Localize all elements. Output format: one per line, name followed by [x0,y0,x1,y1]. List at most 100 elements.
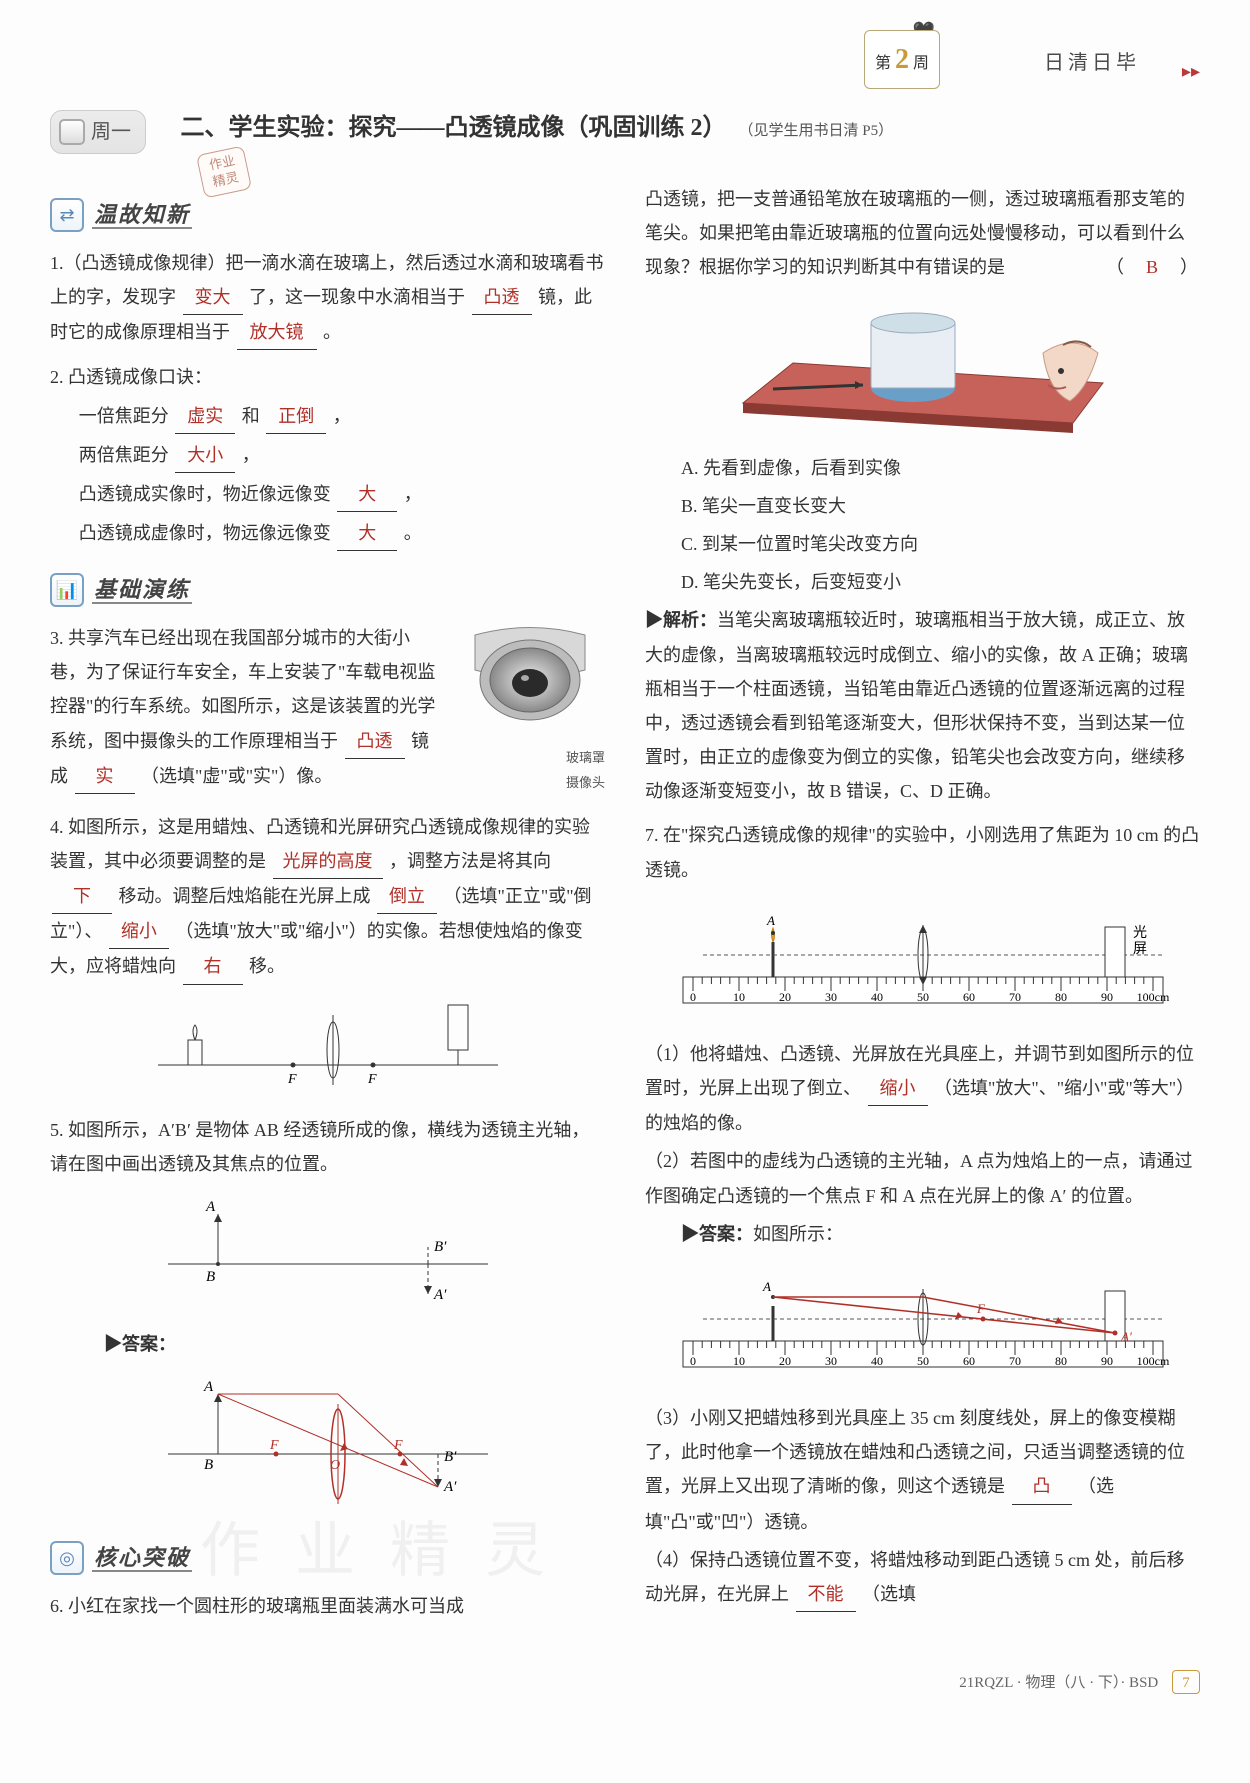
svg-text:80: 80 [1055,1354,1067,1368]
camera-figure: 玻璃罩 摄像头 [455,625,605,796]
q7-part-1: （1）他将蜡烛、凸透镜、光屏放在光具座上，并调节到如图所示的位置时，光屏上出现了… [645,1037,1200,1141]
q3-blank-1: 凸透 [345,724,405,759]
svg-text:B′: B′ [434,1239,447,1255]
svg-text:A: A [203,1379,214,1395]
q2-lead: 2. 凸透镜成像口诀： [50,360,605,394]
svg-text:0: 0 [690,990,696,1004]
q6-option-d: D. 笔尖先变长，后变短变小 [645,565,1200,599]
q4-figure: F F [50,995,605,1105]
svg-text:F: F [287,1072,297,1087]
q4-blank-4: 缩小 [109,914,169,949]
svg-text:屏: 屏 [1133,942,1147,957]
q2-blank-5: 大 [337,516,397,551]
svg-text:40: 40 [871,990,883,1004]
q6-answer-paren: （ B ） [1106,250,1200,284]
footer-code: 21RQZL · 物理（八 · 下）· BSD [959,1675,1158,1691]
svg-text:O: O [330,1458,340,1473]
q7-part-3: （3）小刚又把蜡烛移到光具座上 35 cm 刻度线处，屏上的像变模糊了，此时他拿… [645,1401,1200,1539]
q7-figure-2: A F A′ 0 [645,1261,1200,1391]
q5-answer-figure: A B O F F [50,1369,605,1519]
review-icon: ⇄ [50,198,84,232]
q2-line-4: 凸透镜成虚像时，物远像远像变 大 。 [50,516,605,551]
svg-text:A: A [205,1199,216,1215]
core-icon: ◎ [50,1541,84,1575]
q7-blank-4: 不能 [796,1577,856,1612]
day-badge: 周一 [50,110,146,154]
title-text: 二、学生实验：探究——凸透镜成像（巩固训练 2） [181,115,727,141]
svg-text:70: 70 [1009,990,1021,1004]
q2-line-2: 两倍焦距分 大小 ， [50,438,605,473]
q6-analysis-text: 当笔尖离玻璃瓶较近时，玻璃瓶相当于放大镜，成正立、放大的虚像，当离玻璃瓶较远时成… [645,610,1188,801]
question-6: 凸透镜，把一支普通铅笔放在玻璃瓶的一侧，透过玻璃瓶看那支笔的笔尖。如果把笔由靠近… [645,182,1200,808]
page-footer: 21RQZL · 物理（八 · 下）· BSD 7 [50,1663,1200,1698]
q6-text: 凸透镜，把一支普通铅笔放在玻璃瓶的一侧，透过玻璃瓶看那支笔的笔尖。如果把笔由靠近… [645,182,1200,285]
question-1: 1.（凸透镜成像规律）把一滴水滴在玻璃上，然后透过水滴和玻璃看书上的字，发现字 … [50,246,605,351]
question-5: 5. 如图所示，A′B′ 是物体 AB 经透镜所成的像，横线为透镜主光轴，请在图… [50,1113,605,1520]
svg-text:20: 20 [779,1354,791,1368]
question-2: 2. 凸透镜成像口诀： 一倍焦距分 虚实 和 正倒 ， 两倍焦距分 大小 ， 凸… [50,360,605,551]
svg-text:F: F [269,1438,279,1453]
analysis-label: ▶解析： [645,610,717,630]
question-6-start: 6. 小红在家找一个圆柱形的玻璃瓶里面装满水可当成 [50,1589,605,1623]
svg-text:80: 80 [1055,990,1067,1004]
q2-blank-3: 大小 [175,438,235,473]
q2-line-3: 凸透镜成实像时，物近像远像变 大 ， [50,477,605,512]
svg-text:B′: B′ [444,1449,457,1465]
q7-answer-label: ▶答案：如图所示： [645,1217,1200,1251]
q4-blank-2: 下 [52,879,112,914]
day-label: 周一 [91,113,131,151]
q5-answer-label: ▶答案： [50,1327,605,1361]
q1-blank-3: 放大镜 [237,315,317,350]
q5-given-figure: A B B′ A′ [50,1189,605,1319]
q7-figure-1: A 光 屏 0102030405060708090100cm [645,897,1200,1027]
svg-text:B: B [206,1269,215,1285]
section-review-header: ⇄ 温故知新 [50,194,605,236]
svg-text:B: B [204,1457,213,1473]
page-title: 二、学生实验：探究——凸透镜成像（巩固训练 2） （见学生用书日清 P5） [181,110,894,149]
q4-blank-1: 光屏的高度 [273,844,383,879]
right-column: 凸透镜，把一支普通铅笔放在玻璃瓶的一侧，透过玻璃瓶看那支笔的笔尖。如果把笔由靠近… [645,176,1200,1633]
svg-text:0: 0 [690,1354,696,1368]
q1-tail: 。 [323,322,341,342]
page-header: 🖤 第 2 周 日清日毕 ▸▸ [50,40,1200,90]
q2-blank-2: 正倒 [266,399,326,434]
title-note: （见学生用书日清 P5） [739,123,894,139]
section-core-header: ◎ 核心突破 [50,1537,605,1579]
svg-text:A: A [766,913,775,928]
question-4: 4. 如图所示，这是用蜡烛、凸透镜和光屏研究凸透镜成像规律的实验装置，其中必须要… [50,810,605,985]
q6-answer: B [1146,257,1160,277]
svg-text:10: 10 [733,990,745,1004]
q5-text: 5. 如图所示，A′B′ 是物体 AB 经透镜所成的像，横线为透镜主光轴，请在图… [50,1113,605,1181]
svg-text:A′: A′ [433,1287,447,1303]
svg-text:30: 30 [825,990,837,1004]
week-badge: 第 2 周 [864,30,940,89]
q7-part-2: （2）若图中的虚线为凸透镜的主光轴，A 点为烛焰上的一点，请通过作图确定凸透镜的… [645,1144,1200,1212]
section-practice-title: 基础演练 [92,569,192,611]
q7-part-4: （4）保持凸透镜位置不变，将蜡烛移动到距凸透镜 5 cm 处，前后移动光屏，在光… [645,1543,1200,1612]
svg-text:100cm: 100cm [1136,990,1169,1004]
section-review-title: 温故知新 [92,194,192,236]
camera-label-1: 玻璃罩 [455,746,605,771]
week-number: 2 [895,33,909,86]
practice-icon: 📊 [50,573,84,607]
q6-analysis: ▶解析：当笔尖离玻璃瓶较近时，玻璃瓶相当于放大镜，成正立、放大的虚像，当离玻璃瓶… [645,603,1200,808]
svg-text:40: 40 [871,1354,883,1368]
svg-text:30: 30 [825,1354,837,1368]
svg-text:10: 10 [733,1354,745,1368]
camera-label-2: 摄像头 [455,771,605,796]
svg-text:90: 90 [1101,1354,1113,1368]
svg-text:F: F [393,1438,403,1453]
q2-line-1: 一倍焦距分 虚实 和 正倒 ， [50,399,605,434]
svg-text:100cm: 100cm [1136,1354,1169,1368]
svg-text:A′: A′ [1120,1329,1132,1344]
svg-text:A′: A′ [443,1479,457,1495]
q3-blank-2: 实 [75,759,135,794]
section-practice-header: 📊 基础演练 [50,569,605,611]
arrow-icon: ▸▸ [1182,54,1200,88]
svg-text:50: 50 [917,1354,929,1368]
q6-figure [645,293,1200,443]
week-suffix: 周 [913,49,929,79]
q4-blank-3: 倒立 [377,879,437,914]
q2-blank-1: 虚实 [175,399,235,434]
svg-text:A: A [762,1279,771,1294]
